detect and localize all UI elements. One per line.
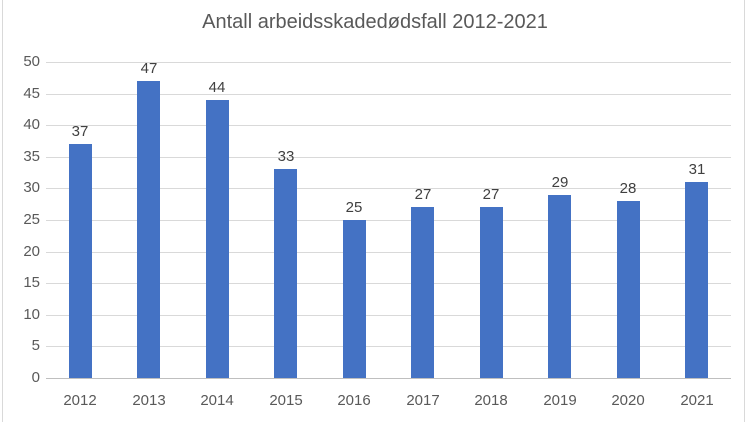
bar-2016 bbox=[343, 220, 366, 378]
x-tick-label: 2018 bbox=[474, 392, 508, 409]
y-tick-label: 10 bbox=[23, 306, 40, 323]
chart-title: Antall arbeidsskadedødsfall 2012-2021 bbox=[202, 11, 548, 33]
y-tick-label: 50 bbox=[23, 53, 40, 70]
gridline bbox=[46, 157, 731, 158]
gridline bbox=[46, 94, 731, 95]
bar-value-label: 27 bbox=[414, 186, 432, 203]
x-tick-label: 2021 bbox=[680, 392, 714, 409]
y-tick-label: 5 bbox=[31, 337, 40, 354]
gridline bbox=[46, 62, 731, 63]
x-tick-label: 2020 bbox=[611, 392, 645, 409]
y-tick-label: 30 bbox=[23, 179, 40, 196]
bar-2017 bbox=[411, 207, 434, 378]
bar-2018 bbox=[480, 207, 503, 378]
bar-2013 bbox=[137, 81, 160, 378]
gridline bbox=[46, 188, 731, 189]
chart-frame-right-border bbox=[744, 0, 745, 422]
bar-value-label: 29 bbox=[551, 174, 569, 191]
y-tick-label: 20 bbox=[23, 243, 40, 260]
bar-2020 bbox=[617, 201, 640, 378]
x-tick-label: 2014 bbox=[200, 392, 234, 409]
gridline bbox=[46, 125, 731, 126]
x-tick-label: 2012 bbox=[63, 392, 97, 409]
chart-frame-left-border bbox=[2, 0, 3, 422]
gridline bbox=[46, 220, 731, 221]
bar-value-label: 44 bbox=[208, 79, 226, 96]
bar-2019 bbox=[548, 195, 571, 378]
gridline bbox=[46, 315, 731, 316]
gridline bbox=[46, 283, 731, 284]
bar-2021 bbox=[685, 182, 708, 378]
x-tick-label: 2013 bbox=[132, 392, 166, 409]
bar-2015 bbox=[274, 169, 297, 378]
bar-value-label: 28 bbox=[619, 180, 637, 197]
y-tick-label: 0 bbox=[31, 369, 40, 386]
x-tick-label: 2017 bbox=[406, 392, 440, 409]
y-tick-label: 25 bbox=[23, 211, 40, 228]
y-tick-label: 35 bbox=[23, 148, 40, 165]
y-tick-label: 45 bbox=[23, 85, 40, 102]
bar-value-label: 31 bbox=[688, 161, 706, 178]
x-tick-label: 2019 bbox=[543, 392, 577, 409]
x-axis-line bbox=[46, 378, 731, 379]
gridline bbox=[46, 252, 731, 253]
bar-2014 bbox=[206, 100, 229, 378]
y-tick-label: 15 bbox=[23, 274, 40, 291]
bar-value-label: 27 bbox=[482, 186, 500, 203]
y-tick-label: 40 bbox=[23, 116, 40, 133]
bar-value-label: 37 bbox=[71, 123, 89, 140]
gridline bbox=[46, 346, 731, 347]
x-tick-label: 2015 bbox=[269, 392, 303, 409]
bar-value-label: 33 bbox=[277, 148, 295, 165]
plot-area: 37 47 44 33 25 27 27 29 28 31 bbox=[46, 60, 731, 379]
bar-value-label: 47 bbox=[140, 60, 158, 77]
x-tick-label: 2016 bbox=[337, 392, 371, 409]
bar-value-label: 25 bbox=[345, 199, 363, 216]
bar-2012 bbox=[69, 144, 92, 378]
